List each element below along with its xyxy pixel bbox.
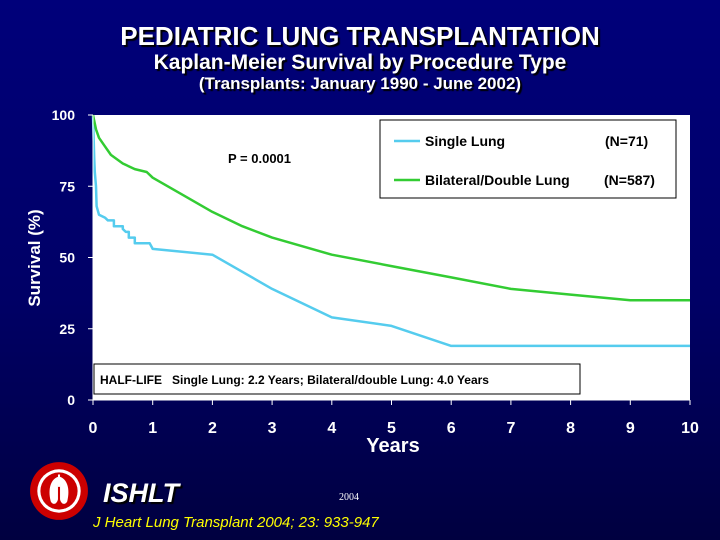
x-tick-label: 5 — [387, 420, 396, 437]
x-tick-label: 2 — [208, 420, 217, 437]
y-tick-label: 25 — [59, 321, 75, 337]
x-tick-label: 7 — [506, 420, 515, 437]
legend: Single Lung (N=71) Bilateral/Double Lung… — [379, 119, 677, 199]
chart-date-range: (Transplants: January 1990 - June 2002) — [198, 74, 522, 93]
year-label: 2004 — [339, 492, 359, 503]
ishlt-logo-icon — [30, 462, 88, 520]
half-life-frame — [93, 363, 581, 395]
legend-label-single-lung: Single Lung — [425, 133, 505, 149]
half-life-text: HALF-LIFE Single Lung: 2.2 Years; Bilate… — [100, 373, 489, 387]
legend-n-bilateral-lung: (N=587) — [604, 172, 655, 188]
half-life-box: HALF-LIFE Single Lung: 2.2 Years; Bilate… — [93, 363, 581, 395]
p-value-annotation: P = 0.0001 — [228, 151, 291, 166]
x-tick-label: 3 — [268, 420, 277, 437]
x-tick-label: 1 — [148, 420, 157, 437]
y-tick-label: 50 — [59, 250, 75, 266]
series-line-0 — [91, 114, 690, 348]
chart-title: PEDIATRIC LUNG TRANSPLANTATION — [120, 21, 600, 51]
x-tick-label: 0 — [89, 420, 98, 437]
legend-n-single-lung: (N=71) — [605, 133, 648, 149]
org-name: ISHLT — [103, 478, 179, 508]
chart-subtitle: Kaplan-Meier Survival by Procedure Type — [153, 51, 567, 74]
x-tick-label: 4 — [327, 420, 336, 437]
y-tick-label: 75 — [59, 178, 75, 194]
x-tick-label: 10 — [681, 420, 699, 437]
y-axis-label: Survival (%) — [25, 209, 44, 306]
y-tick-label: 100 — [52, 107, 76, 123]
axes-layer: 0 25 50 75 100 0 1 2 3 4 5 6 7 8 9 10 — [52, 107, 699, 437]
y-tick-label: 0 — [67, 392, 75, 408]
citation: J Heart Lung Transplant 2004; 23: 933-94… — [93, 514, 379, 531]
x-tick-label: 9 — [626, 420, 635, 437]
legend-box — [379, 119, 677, 199]
x-tick-label: 8 — [566, 420, 575, 437]
legend-label-bilateral-lung: Bilateral/Double Lung — [425, 172, 570, 188]
x-tick-label: 6 — [447, 420, 456, 437]
series-line-1 — [91, 114, 690, 302]
curves-layer — [91, 114, 690, 348]
x-axis-label: Years — [366, 435, 419, 457]
